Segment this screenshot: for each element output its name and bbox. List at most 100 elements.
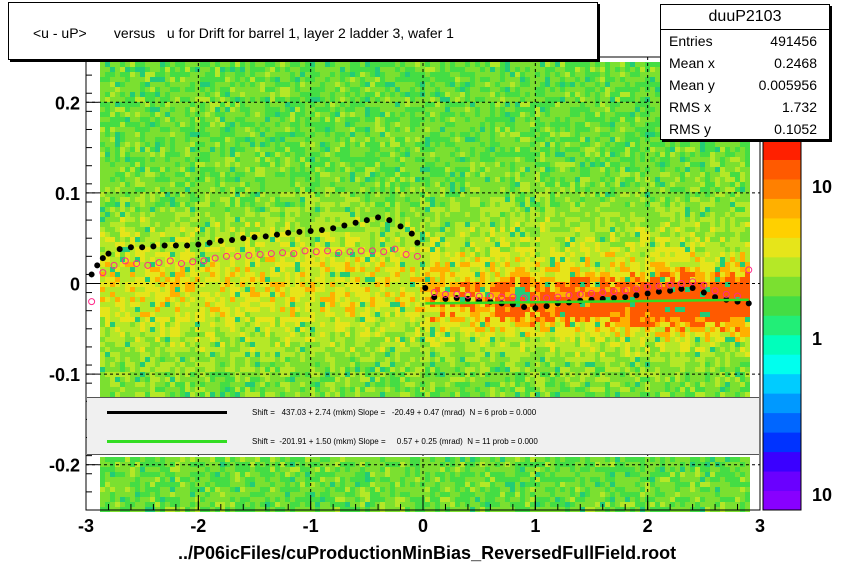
heat-cell bbox=[330, 472, 335, 477]
heat-cell bbox=[100, 382, 105, 387]
heat-cell bbox=[295, 162, 300, 167]
heat-cell bbox=[330, 187, 335, 192]
heat-cell bbox=[215, 62, 220, 67]
heat-cell bbox=[310, 202, 315, 207]
heat-cell bbox=[415, 117, 420, 122]
heat-cell bbox=[185, 387, 190, 392]
heat-cell bbox=[260, 357, 265, 362]
heat-cell bbox=[415, 302, 420, 307]
heat-cell bbox=[310, 312, 315, 317]
heat-cell bbox=[295, 217, 300, 222]
heat-cell bbox=[330, 267, 335, 272]
heat-cell bbox=[155, 227, 160, 232]
heat-cell bbox=[195, 212, 200, 217]
heat-cell bbox=[245, 77, 250, 82]
heat-cell bbox=[390, 67, 395, 72]
heat-cell bbox=[110, 127, 115, 132]
heat-cell bbox=[230, 347, 235, 352]
heat-cell bbox=[305, 137, 310, 142]
heat-cell bbox=[185, 122, 190, 127]
heat-cell bbox=[290, 237, 295, 242]
heat-cell bbox=[320, 257, 325, 262]
heat-cell bbox=[345, 337, 350, 342]
heat-cell bbox=[200, 217, 205, 222]
heat-cell bbox=[225, 272, 230, 277]
heat-cell bbox=[345, 242, 350, 247]
heat-cell bbox=[270, 217, 275, 222]
heat-cell bbox=[215, 382, 220, 387]
heat-cell bbox=[245, 367, 250, 372]
heat-cell bbox=[125, 192, 130, 197]
heat-cell bbox=[145, 202, 150, 207]
heat-cell bbox=[410, 132, 415, 137]
heat-cell bbox=[105, 182, 110, 187]
heat-cell bbox=[395, 477, 400, 482]
heat-cell bbox=[405, 337, 410, 342]
heat-cell bbox=[295, 267, 300, 272]
heat-cell bbox=[410, 172, 415, 177]
heat-cell bbox=[355, 482, 360, 487]
heat-cell bbox=[130, 182, 135, 187]
heat-cell bbox=[305, 232, 310, 237]
heat-cell bbox=[400, 162, 405, 167]
heat-cell bbox=[375, 117, 380, 122]
heat-cell bbox=[280, 172, 285, 177]
heat-cell bbox=[125, 337, 130, 342]
heat-cell bbox=[235, 77, 240, 82]
heat-cell bbox=[400, 502, 405, 507]
heat-cell bbox=[245, 377, 250, 382]
heat-cell bbox=[135, 132, 140, 137]
heat-cell bbox=[130, 217, 135, 222]
heat-cell bbox=[270, 97, 275, 102]
heat-cell bbox=[265, 157, 270, 162]
heat-cell bbox=[320, 387, 325, 392]
heat-cell bbox=[285, 197, 290, 202]
heat-cell bbox=[320, 252, 325, 257]
heat-cell bbox=[280, 182, 285, 187]
heat-cell bbox=[200, 472, 205, 477]
heat-cell bbox=[240, 192, 245, 197]
heat-cell bbox=[380, 492, 385, 497]
heat-cell bbox=[385, 82, 390, 87]
heat-cell bbox=[305, 287, 310, 292]
heat-cell bbox=[100, 312, 105, 317]
heat-cell bbox=[115, 67, 120, 72]
heat-cell bbox=[195, 127, 200, 132]
heat-cell bbox=[125, 177, 130, 182]
heat-cell bbox=[350, 182, 355, 187]
heat-cell bbox=[415, 142, 420, 147]
heat-cell bbox=[405, 127, 410, 132]
heat-cell bbox=[330, 487, 335, 492]
heat-cell bbox=[125, 297, 130, 302]
heat-cell bbox=[255, 352, 260, 357]
heat-cell bbox=[245, 197, 250, 202]
heat-cell bbox=[125, 172, 130, 177]
heat-cell bbox=[375, 67, 380, 72]
heat-cell bbox=[410, 322, 415, 327]
heat-cell bbox=[125, 122, 130, 127]
heat-cell bbox=[185, 322, 190, 327]
heat-cell bbox=[370, 122, 375, 127]
heat-cell bbox=[410, 327, 415, 332]
heat-cell bbox=[335, 482, 340, 487]
heat-cell bbox=[200, 87, 205, 92]
heat-cell bbox=[165, 292, 170, 297]
heat-cell bbox=[345, 322, 350, 327]
heat-cell bbox=[260, 212, 265, 217]
heat-cell bbox=[180, 157, 185, 162]
heat-cell bbox=[110, 282, 115, 287]
heat-cell bbox=[215, 182, 220, 187]
heat-cell bbox=[205, 367, 210, 372]
heat-cell bbox=[195, 92, 200, 97]
heat-cell bbox=[325, 252, 330, 257]
heat-cell bbox=[210, 157, 215, 162]
heat-cell bbox=[325, 352, 330, 357]
heat-cell bbox=[265, 97, 270, 102]
heat-cell bbox=[145, 132, 150, 137]
heat-cell bbox=[225, 112, 230, 117]
heat-cell bbox=[290, 502, 295, 507]
heat-cell bbox=[185, 232, 190, 237]
heat-cell bbox=[300, 197, 305, 202]
heat-cell bbox=[380, 347, 385, 352]
heat-cell bbox=[200, 117, 205, 122]
